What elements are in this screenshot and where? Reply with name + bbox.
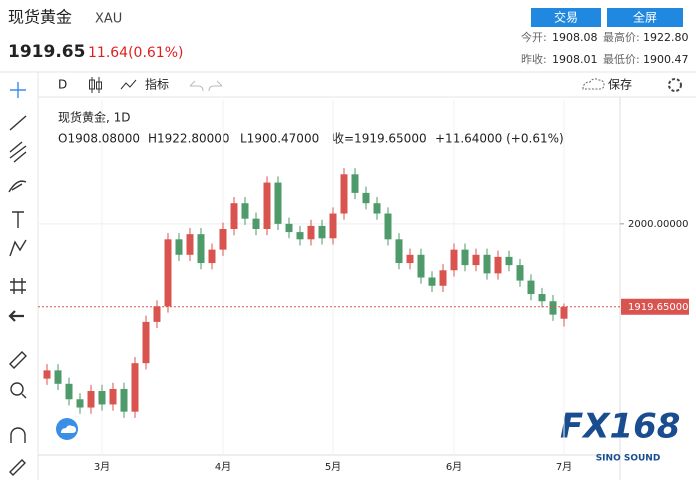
- candle-body: [362, 192, 370, 204]
- candle-body: [318, 225, 326, 239]
- cloud-icon[interactable]: [582, 78, 605, 90]
- candle-body: [296, 232, 304, 240]
- sidebar-tools[interactable]: [8, 82, 27, 476]
- candle-body: [461, 249, 469, 266]
- candle-body: [175, 239, 183, 255]
- candle-body: [351, 174, 359, 193]
- x-tick-label: 5月: [325, 461, 341, 473]
- candle-body: [153, 306, 161, 322]
- x-tick-label: 4月: [215, 461, 231, 473]
- stat-value: 1908.08: [552, 31, 598, 44]
- candle-body: [329, 213, 337, 239]
- asset-name: 现货黄金: [8, 8, 72, 27]
- watermark-brand: FX168: [560, 407, 680, 447]
- candle-body: [142, 321, 150, 364]
- stat-label: 今开:: [521, 30, 547, 44]
- trade-button-label[interactable]: 交易: [554, 10, 578, 25]
- candle-body: [428, 277, 436, 286]
- candle-body: [373, 203, 381, 214]
- candle-body: [208, 249, 216, 264]
- x-tick-label: 6月: [446, 461, 462, 473]
- candle-body: [219, 228, 227, 250]
- candle-body: [131, 363, 139, 412]
- price-change: 11.64(0.61%): [88, 45, 183, 61]
- interval-button[interactable]: D: [58, 78, 67, 92]
- candle-body: [549, 301, 557, 315]
- stat-value: 1908.01: [552, 53, 598, 66]
- candle-body: [406, 254, 414, 264]
- candle-body: [109, 388, 117, 405]
- candle-body: [516, 265, 524, 281]
- candle-body: [120, 388, 128, 412]
- trade-button[interactable]: [531, 8, 601, 27]
- candle-body: [274, 182, 282, 224]
- legend-low: L1900.47000: [240, 132, 319, 146]
- logo-cloud: [61, 425, 76, 433]
- fullscreen-button-label[interactable]: 全屏: [633, 10, 657, 25]
- watermark-sub: SINO SOUND: [596, 454, 661, 464]
- x-tick-label: 3月: [94, 461, 110, 473]
- candle-body: [54, 370, 62, 384]
- candle-body: [560, 306, 568, 319]
- undo-icon[interactable]: [189, 80, 204, 92]
- candle-body: [285, 223, 293, 233]
- candle-body: [307, 225, 315, 240]
- candle-body: [197, 234, 205, 264]
- candle-body: [439, 270, 447, 286]
- candle-body: [263, 182, 271, 229]
- candle-body: [340, 174, 348, 214]
- candle-body: [505, 256, 513, 266]
- y-tick-label: 2000.00000: [628, 219, 688, 230]
- candle-body: [87, 391, 95, 408]
- candle-body: [252, 218, 260, 229]
- candle-body: [483, 254, 491, 274]
- candle-body: [417, 254, 425, 278]
- candle-type-icon[interactable]: [89, 77, 102, 93]
- legend-close: 收=1919.65000: [332, 132, 427, 146]
- settings-icon[interactable]: [668, 78, 682, 92]
- x-tick-label: 7月: [556, 461, 572, 473]
- last-price: 1919.65: [8, 42, 85, 62]
- candle-body: [43, 370, 51, 379]
- candle-body: [395, 239, 403, 264]
- last-price-tag: [621, 298, 689, 315]
- legend-high: H1922.80000: [148, 132, 230, 146]
- stat-label: 最高价:: [603, 30, 640, 44]
- stat-label: 最低价:: [603, 53, 640, 66]
- candle-body: [164, 239, 172, 307]
- candle-body: [76, 399, 84, 408]
- candle-body: [472, 254, 480, 266]
- candle-body: [450, 249, 458, 271]
- indicator-button[interactable]: 指标: [145, 77, 169, 92]
- candle-body: [494, 256, 502, 274]
- candle-body: [98, 391, 106, 405]
- last-price-label: 1919.65000: [628, 302, 688, 313]
- fullscreen-button[interactable]: [607, 8, 683, 27]
- candle-body: [527, 280, 535, 295]
- save-button[interactable]: 保存: [608, 78, 632, 92]
- plot: 2000.00000 3月 4月 5月 6月 7月 1919.65000: [38, 100, 689, 473]
- asset-symbol: XAU: [95, 12, 122, 27]
- redo-icon[interactable]: [208, 80, 223, 92]
- legend-open: O1908.08000: [58, 132, 140, 146]
- legend-title: 现货黄金, 1D: [58, 110, 131, 125]
- stat-label: 昨收:: [521, 52, 547, 66]
- candle-body: [65, 383, 73, 400]
- candle-body: [241, 203, 249, 219]
- candle-body: [538, 294, 546, 302]
- stat-value: 1922.80: [643, 31, 689, 44]
- stat-value: 1900.47: [643, 53, 689, 66]
- candle-body: [230, 203, 238, 229]
- legend-change: +11.64000 (+0.61%): [435, 132, 564, 146]
- candle-body: [186, 234, 194, 255]
- candle-body: [384, 213, 392, 240]
- indicator-icon[interactable]: [120, 79, 137, 90]
